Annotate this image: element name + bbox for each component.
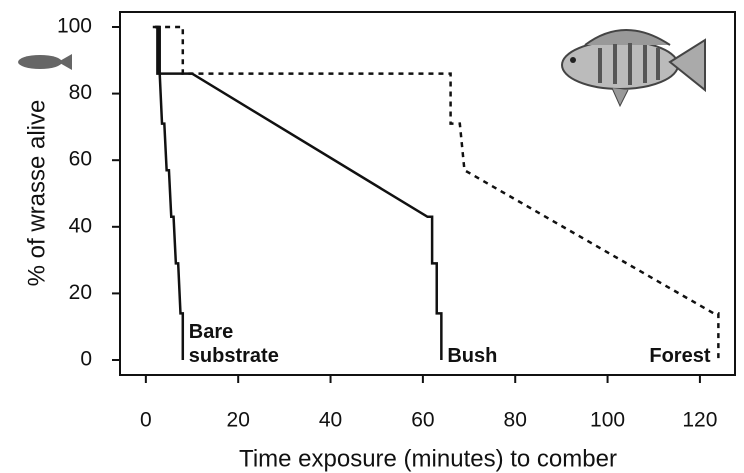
x-tick-label: 0 (140, 409, 152, 432)
x-tick-label: 120 (682, 409, 717, 432)
x-tick-label: 60 (411, 409, 434, 432)
x-axis-label: Time exposure (minutes) to comber (239, 445, 617, 472)
series-label: Forest (649, 345, 711, 367)
wrasse-icon (18, 54, 72, 70)
y-tick-label: 20 (69, 281, 92, 304)
y-axis-label: % of wrasse alive (23, 100, 50, 287)
x-tick-label: 80 (504, 409, 527, 432)
survival-line (155, 25, 720, 361)
x-tick-label: 40 (319, 409, 342, 432)
y-tick-label: 100 (57, 15, 92, 38)
y-tick-label: 40 (69, 214, 92, 237)
survival-line (155, 25, 443, 361)
series-label: Bare substrate (188, 321, 279, 367)
survival-line (152, 25, 185, 361)
x-tick-label: 20 (227, 409, 250, 432)
y-tick-label: 80 (69, 81, 92, 104)
comber-icon (561, 29, 706, 108)
plot-frame (119, 11, 736, 376)
x-tick-label: 100 (590, 409, 625, 432)
series-label: Bush (447, 345, 498, 367)
y-tick-label: 60 (69, 148, 92, 171)
y-tick-label: 0 (80, 348, 92, 371)
